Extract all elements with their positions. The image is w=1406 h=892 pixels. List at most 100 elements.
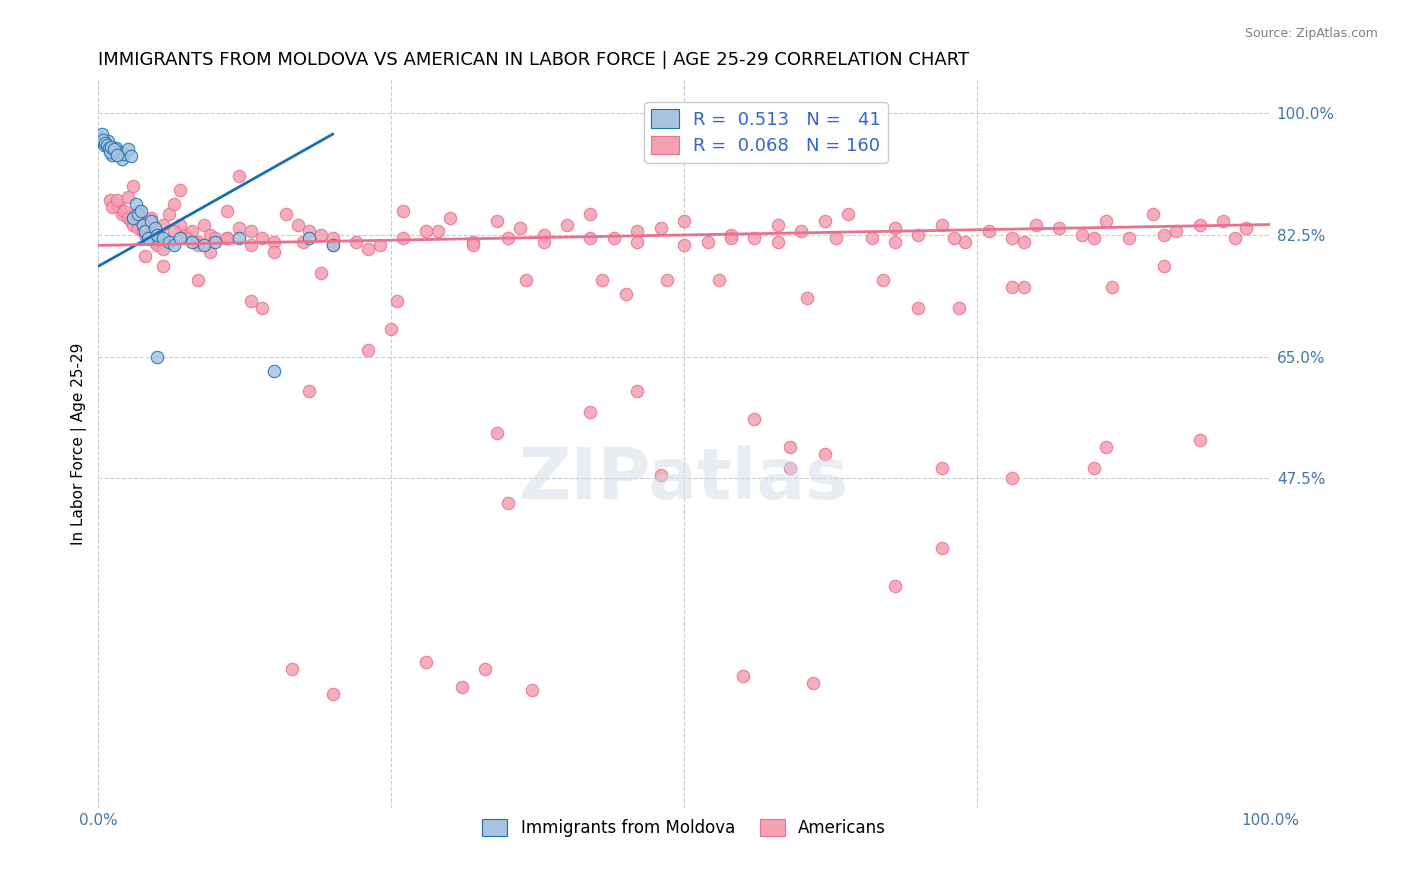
Point xyxy=(139,221,162,235)
Point xyxy=(1083,231,1105,245)
Point xyxy=(931,541,953,555)
Point xyxy=(415,656,437,670)
Point xyxy=(450,680,472,694)
Text: IMMIGRANTS FROM MOLDOVA VS AMERICAN IN LABOR FORCE | AGE 25-29 CORRELATION CHART: IMMIGRANTS FROM MOLDOVA VS AMERICAN IN L… xyxy=(98,51,970,69)
Point xyxy=(163,196,186,211)
Point xyxy=(252,301,274,315)
Point xyxy=(146,350,169,364)
Point xyxy=(942,231,965,245)
Point xyxy=(485,214,508,228)
Point xyxy=(96,137,118,152)
Point xyxy=(217,203,239,218)
Point xyxy=(1012,235,1035,249)
Point xyxy=(357,343,380,357)
Point xyxy=(174,231,197,245)
Point xyxy=(673,238,696,252)
Point xyxy=(626,384,648,399)
Point xyxy=(134,227,156,242)
Point xyxy=(872,273,894,287)
Point xyxy=(1234,221,1257,235)
Point xyxy=(931,460,953,475)
Point xyxy=(193,218,215,232)
Point xyxy=(122,179,145,194)
Point xyxy=(907,301,929,315)
Point xyxy=(837,207,859,221)
Point xyxy=(125,196,148,211)
Point xyxy=(309,266,332,280)
Point xyxy=(274,207,297,221)
Point xyxy=(439,211,461,225)
Point xyxy=(152,218,174,232)
Point xyxy=(392,231,415,245)
Point xyxy=(193,238,215,252)
Point xyxy=(105,148,128,162)
Point xyxy=(228,169,250,183)
Point xyxy=(650,467,672,482)
Point xyxy=(120,214,142,228)
Point xyxy=(1001,280,1024,294)
Point xyxy=(1001,231,1024,245)
Point xyxy=(101,148,124,162)
Point xyxy=(766,218,789,232)
Point xyxy=(128,203,150,218)
Point xyxy=(427,225,450,239)
Point xyxy=(825,231,848,245)
Point xyxy=(104,196,127,211)
Point xyxy=(533,227,555,242)
Point xyxy=(239,238,262,252)
Point xyxy=(157,207,180,221)
Point xyxy=(626,225,648,239)
Point xyxy=(1094,440,1116,454)
Point xyxy=(228,231,250,245)
Point xyxy=(948,301,970,315)
Point xyxy=(103,143,125,157)
Point xyxy=(591,273,613,287)
Point xyxy=(579,207,602,221)
Point xyxy=(1001,471,1024,485)
Point xyxy=(322,238,344,252)
Point xyxy=(744,412,766,426)
Point xyxy=(100,139,122,153)
Point xyxy=(907,227,929,242)
Point xyxy=(136,231,159,245)
Point xyxy=(1012,280,1035,294)
Point xyxy=(117,211,139,225)
Point xyxy=(98,145,121,159)
Point xyxy=(796,291,818,305)
Point xyxy=(884,221,907,235)
Point xyxy=(112,203,135,218)
Point xyxy=(90,127,112,141)
Legend: Immigrants from Moldova, Americans: Immigrants from Moldova, Americans xyxy=(475,813,893,844)
Point xyxy=(579,231,602,245)
Point xyxy=(533,235,555,249)
Point xyxy=(368,238,391,252)
Point xyxy=(169,183,191,197)
Point xyxy=(392,203,415,218)
Point xyxy=(169,231,191,245)
Point xyxy=(655,273,678,287)
Point xyxy=(485,426,508,441)
Point xyxy=(143,221,166,235)
Point xyxy=(129,203,152,218)
Point xyxy=(298,225,321,239)
Point xyxy=(1153,259,1175,273)
Point xyxy=(579,405,602,419)
Point xyxy=(105,193,128,207)
Point xyxy=(380,322,402,336)
Point xyxy=(280,662,302,676)
Point xyxy=(136,231,159,245)
Point xyxy=(187,238,209,252)
Point xyxy=(1164,225,1187,239)
Point xyxy=(1188,218,1211,232)
Point xyxy=(1047,221,1070,235)
Point xyxy=(239,225,262,239)
Point xyxy=(720,231,742,245)
Point xyxy=(111,207,134,221)
Point xyxy=(1101,280,1123,294)
Point xyxy=(97,134,120,148)
Point xyxy=(790,225,813,239)
Point xyxy=(163,225,186,239)
Point xyxy=(152,259,174,273)
Point xyxy=(415,225,437,239)
Point xyxy=(744,231,766,245)
